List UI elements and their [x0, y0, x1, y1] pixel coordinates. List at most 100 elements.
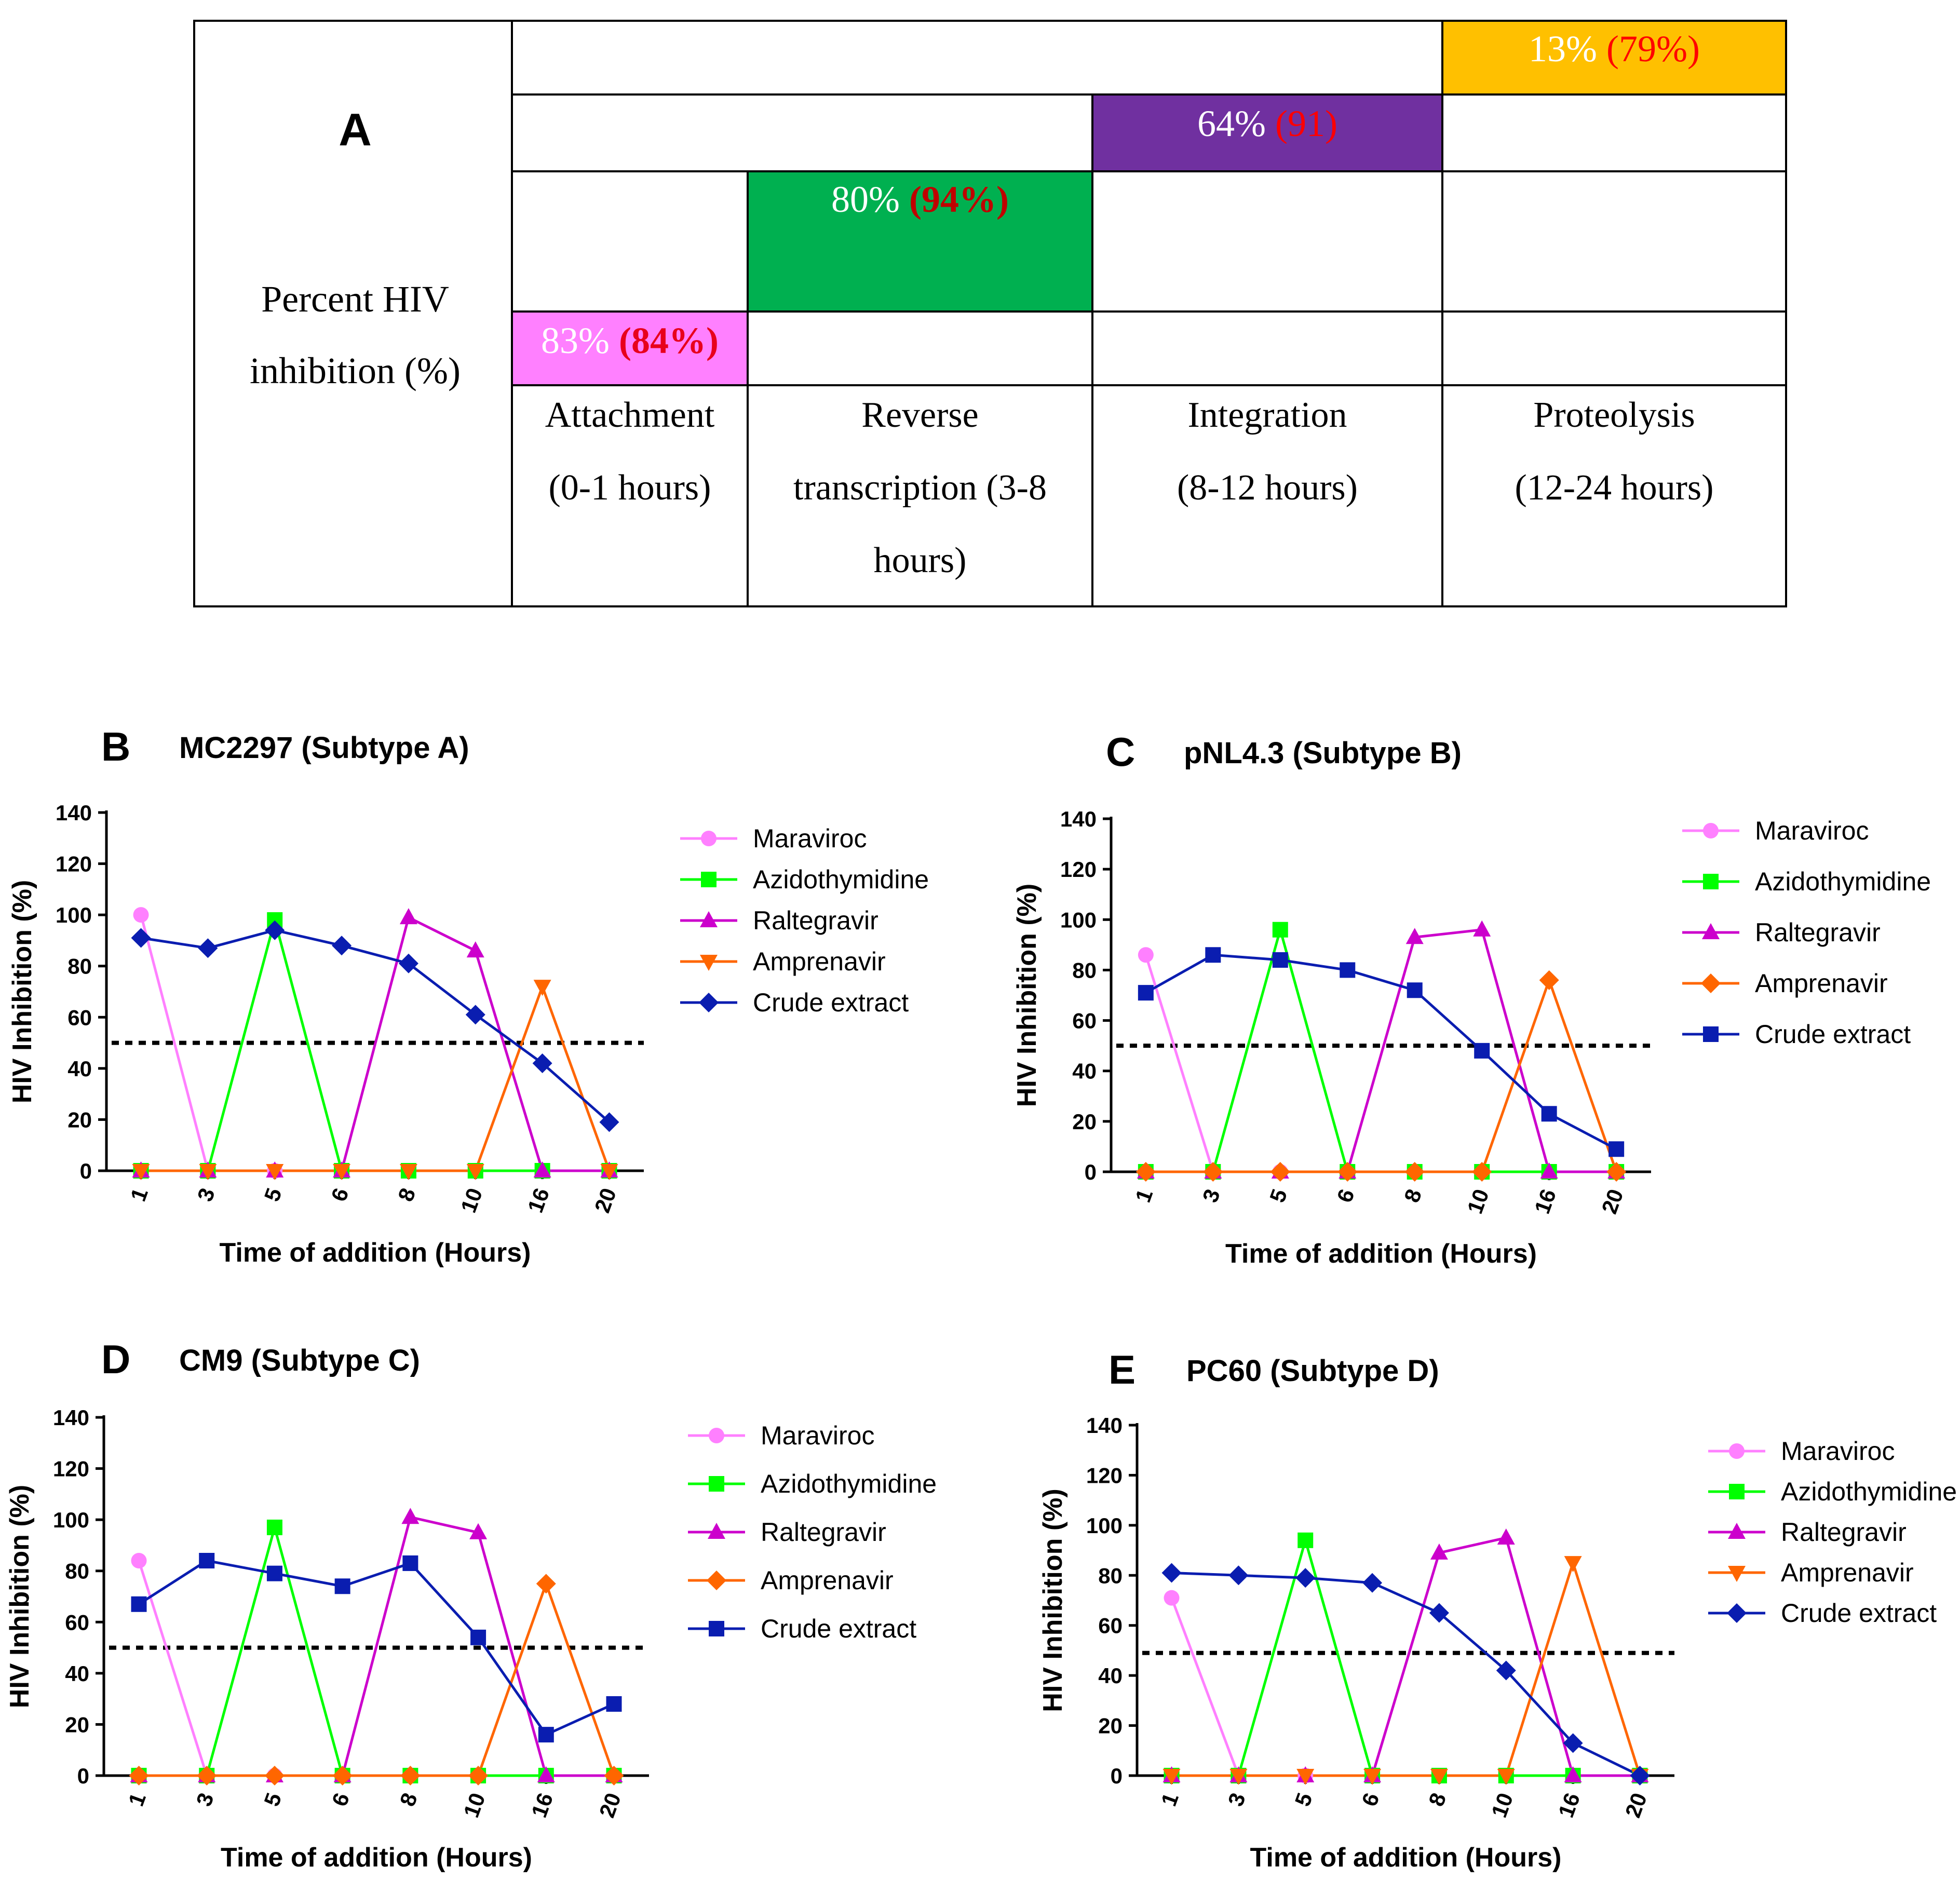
legend-marker-crude-extract	[1703, 1026, 1719, 1042]
y-tick-label: 120	[1086, 1463, 1123, 1487]
legend-label-crude-extract: Crude extract	[1755, 1020, 1911, 1049]
y-tick-label: 60	[1072, 1009, 1097, 1033]
legend-label-maraviroc: Maraviroc	[1755, 816, 1869, 845]
legend-marker-raltegravir	[708, 1523, 725, 1539]
x-tick-label: 10	[1463, 1186, 1494, 1217]
y-tick-label: 80	[67, 954, 92, 979]
x-tick-label: 3	[1198, 1186, 1225, 1206]
data-point-amprenavir	[199, 1164, 217, 1180]
data-point-maraviroc	[133, 907, 149, 923]
legend-label-maraviroc: Maraviroc	[1781, 1437, 1895, 1466]
data-point-crude-extract	[199, 1553, 215, 1568]
y-tick-label: 120	[56, 852, 92, 876]
legend-label-amprenavir: Amprenavir	[1755, 969, 1888, 998]
data-point-crude-extract	[1563, 1733, 1583, 1753]
data-point-amprenavir	[332, 1766, 353, 1785]
data-point-amprenavir	[1296, 1769, 1315, 1785]
data-point-crude-extract	[1496, 1660, 1516, 1681]
data-point-raltegravir	[1405, 928, 1424, 944]
x-tick-label: 1	[126, 1185, 153, 1205]
x-tick-label: 3	[192, 1790, 219, 1809]
legend-marker-amprenavir	[1701, 973, 1721, 993]
x-tick-label: 8	[393, 1185, 420, 1205]
data-point-crude-extract	[606, 1696, 622, 1712]
data-point-maraviroc	[1164, 1590, 1180, 1606]
bar-paren-proteolysis: (79%)	[1606, 28, 1700, 70]
data-point-amprenavir	[1270, 1162, 1290, 1182]
y-tick-label: 20	[65, 1712, 89, 1737]
stage-label-1-line3: hours)	[874, 540, 967, 580]
data-point-raltegravir	[1540, 1162, 1558, 1179]
data-point-crude-extract	[1161, 1563, 1182, 1583]
data-point-amprenavir	[1606, 1162, 1627, 1182]
data-point-amprenavir	[399, 1164, 417, 1180]
y-tick-label: 60	[65, 1610, 89, 1634]
bar-paren-integration: (91)	[1275, 103, 1337, 144]
chart-title: pNL4.3 (Subtype B)	[1184, 736, 1462, 770]
data-point-crude-extract	[1228, 1565, 1249, 1586]
data-point-amprenavir	[1163, 1769, 1181, 1785]
x-tick-label: 8	[395, 1790, 422, 1809]
data-point-crude-extract	[198, 938, 218, 958]
data-point-crude-extract	[131, 1596, 147, 1612]
x-tick-label: 1	[124, 1790, 151, 1809]
bar-value-integration: 64%	[1197, 103, 1266, 144]
x-tick-label: 16	[1530, 1186, 1561, 1217]
x-axis-label: Time of addition (Hours)	[220, 1238, 531, 1268]
bar-proteolysis	[1442, 21, 1786, 94]
data-point-crude-extract	[1474, 1043, 1490, 1059]
data-point-raltegravir	[1497, 1528, 1515, 1545]
data-point-raltegravir	[533, 1161, 551, 1178]
data-point-crude-extract	[1362, 1573, 1383, 1593]
data-point-maraviroc	[1138, 947, 1154, 963]
data-point-amprenavir	[536, 1574, 556, 1594]
y-tick-label: 60	[1098, 1614, 1123, 1638]
x-tick-label: 20	[1597, 1186, 1628, 1217]
data-point-raltegravir	[466, 941, 484, 958]
y-tick-label: 80	[1098, 1563, 1123, 1588]
series-line-raltegravir	[1145, 928, 1617, 1173]
x-tick-label: 10	[1486, 1790, 1518, 1821]
data-point-amprenavir	[1337, 1162, 1358, 1182]
series-line-crude-extract	[141, 929, 611, 1124]
data-point-crude-extract	[334, 1578, 350, 1594]
y-tick-label: 20	[1072, 1109, 1097, 1134]
x-tick-label: 20	[594, 1790, 626, 1821]
data-point-amprenavir	[1229, 1769, 1248, 1785]
series-line-crude-extract	[1171, 1571, 1641, 1777]
y-tick-label: 120	[53, 1457, 89, 1481]
legend-marker-raltegravir	[1702, 923, 1720, 939]
data-point-crude-extract	[538, 1727, 554, 1743]
x-tick-label: 6	[1332, 1186, 1359, 1206]
y-tick-label: 100	[1060, 908, 1097, 932]
series-line-crude-extract	[1145, 953, 1617, 1151]
table-ylabel-line1: Percent HIV	[261, 278, 449, 320]
data-point-raltegravir	[399, 908, 417, 925]
y-tick-label: 140	[56, 801, 92, 825]
y-tick-label: 100	[53, 1508, 89, 1532]
data-point-raltegravir	[401, 1508, 420, 1524]
legend-label-amprenavir: Amprenavir	[761, 1566, 894, 1595]
y-tick-label: 0	[1085, 1160, 1097, 1184]
x-tick-label: 1	[1130, 1186, 1157, 1206]
legend-label-azidothymidine: Azidothymidine	[761, 1469, 937, 1498]
bar-integration	[1092, 94, 1442, 171]
x-tick-label: 16	[1553, 1790, 1585, 1821]
x-tick-label: 6	[1357, 1790, 1384, 1809]
chart-title: MC2297 (Subtype A)	[179, 731, 469, 765]
data-point-crude-extract	[1340, 962, 1356, 978]
data-point-crude-extract	[266, 1565, 282, 1581]
bar-value-attachment: 83%	[541, 320, 610, 361]
data-point-amprenavir	[600, 1164, 618, 1180]
data-point-crude-extract	[470, 1629, 486, 1645]
x-tick-label: 3	[193, 1185, 220, 1205]
data-point-amprenavir	[468, 1766, 489, 1785]
stage-label-2-line2: (8-12 hours)	[1177, 468, 1358, 508]
x-tick-label: 20	[590, 1185, 621, 1216]
stage-label-3-line1: Proteolysis	[1533, 395, 1695, 435]
x-tick-label: 5	[1290, 1790, 1317, 1809]
x-tick-label: 8	[1399, 1186, 1426, 1206]
bar-attachment	[512, 312, 748, 385]
bar-paren-reverse-transcription: (94%)	[909, 179, 1009, 220]
